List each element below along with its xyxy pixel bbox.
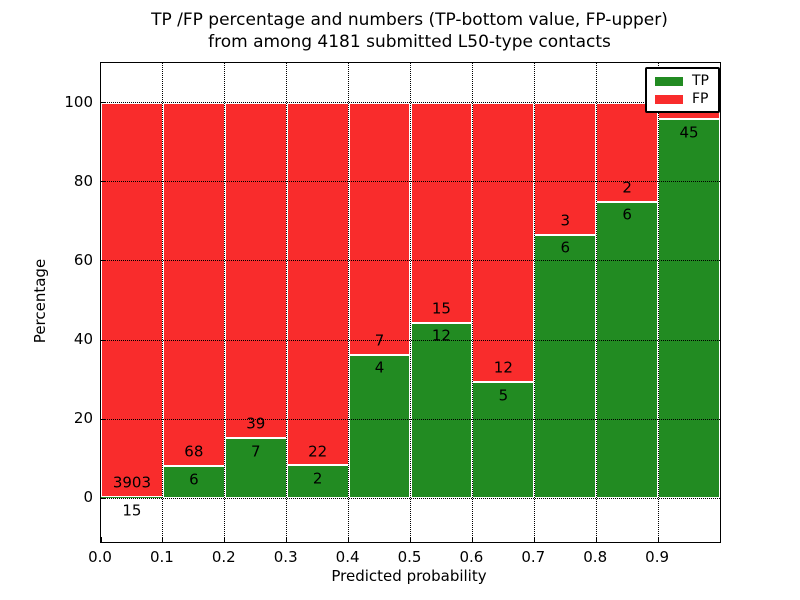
bar-count-label-tp: 2: [312, 469, 323, 488]
bar-segment-tp: [596, 201, 659, 499]
plot-area: 3903 15 68 6 39 7 22 2 7 4 15 12 12 5 3 6 2 6 45: [100, 62, 721, 543]
bar-count-label-fp: 7: [374, 331, 385, 350]
bar-count-label-tp: 4: [374, 358, 385, 377]
bar-segment-tp: [224, 438, 287, 499]
gridline-vertical: [348, 63, 350, 542]
bar-segment-tp: [101, 496, 163, 499]
x-tick-mark: [100, 537, 102, 542]
x-tick-label: 0.7: [521, 548, 546, 566]
x-tick-mark: [595, 537, 597, 542]
bar-segment-tp: [286, 465, 349, 499]
bar-segment-fp: [410, 102, 473, 323]
bar-count-label-tp: 45: [679, 123, 699, 142]
y-tick-label: 60: [73, 250, 93, 269]
bar-count-label-tp: 12: [431, 326, 451, 345]
gridline-vertical: [657, 63, 659, 542]
bar-count-label-fp: 22: [308, 442, 328, 461]
bar-segment-tp: [410, 322, 473, 499]
bar-segment-tp: [534, 234, 597, 499]
bar-count-label-fp: 15: [431, 299, 451, 318]
gridline-vertical: [471, 63, 473, 542]
x-tick-mark: [162, 537, 164, 542]
bar-count-label-tp: 7: [250, 442, 261, 461]
bar-count-label-fp: 3: [560, 211, 571, 230]
x-tick-label: 0.6: [459, 548, 484, 566]
x-tick-label: 0.3: [273, 548, 298, 566]
y-axis-label: Percentage: [31, 258, 49, 344]
y-tick-mark: [101, 339, 106, 341]
gridline-vertical: [595, 63, 597, 542]
chart-title-line2: from among 4181 submitted L50-type conta…: [208, 32, 611, 52]
legend-label-fp: FP: [692, 91, 709, 107]
y-tick-mark: [101, 260, 106, 262]
legend-swatch-tp-icon: [655, 76, 683, 86]
bar-count-label-fp: 68: [184, 442, 204, 461]
x-tick-mark: [224, 537, 226, 542]
bar-segment-fp: [224, 102, 287, 439]
bar-count-label-tp: 15: [122, 501, 142, 520]
y-tick-label: 0: [83, 488, 93, 507]
y-tick-label: 100: [64, 92, 93, 111]
x-tick-mark: [533, 537, 535, 542]
y-tick-mark: [101, 418, 106, 420]
x-tick-label: 0.1: [149, 548, 174, 566]
y-tick-mark: [101, 497, 106, 499]
y-tick-mark: [101, 102, 106, 104]
x-tick-label: 0.4: [335, 548, 360, 566]
bar-count-label-tp: 6: [189, 470, 199, 489]
gridline-vertical: [286, 63, 288, 542]
legend-entry-tp: TP: [655, 74, 709, 88]
bar-count-label-fp: 2: [622, 178, 632, 197]
gridline-vertical: [410, 63, 411, 542]
x-tick-mark: [657, 537, 659, 542]
x-tick-label: 0.5: [397, 548, 422, 566]
bar-count-label-fp: 12: [493, 358, 513, 377]
bar-segment-fp: [286, 102, 349, 466]
y-tick-mark: [101, 181, 106, 183]
chart-title-line1: TP /FP percentage and numbers (TP-bottom…: [151, 10, 668, 30]
y-tick-label: 20: [73, 409, 93, 428]
bar-count-label-fp: 39: [246, 414, 266, 433]
chart-title: TP /FP percentage and numbers (TP-bottom…: [100, 9, 719, 53]
bar-count-label-tp: 6: [560, 238, 571, 257]
legend-entry-fp: FP: [655, 92, 709, 106]
x-tick-label: 0.9: [645, 548, 670, 566]
bar-count-label-fp: 3903: [112, 473, 152, 492]
legend-label-tp: TP: [692, 73, 709, 89]
bar-segment-tp: [658, 119, 720, 499]
bar-count-label-tp: 6: [622, 205, 632, 224]
x-tick-mark: [286, 537, 288, 542]
y-tick-label: 80: [73, 171, 93, 190]
legend-swatch-fp-icon: [655, 94, 683, 104]
gridline-vertical: [533, 63, 535, 542]
x-tick-label: 0.8: [583, 548, 608, 566]
bar-count-label-tp: 5: [498, 386, 509, 405]
x-tick-mark: [348, 537, 350, 542]
x-tick-mark: [471, 537, 473, 542]
gridline-vertical: [162, 63, 164, 542]
bar-segment-fp: [162, 102, 225, 467]
gridline-vertical: [224, 63, 226, 542]
bar-segment-fp: [101, 102, 163, 497]
x-tick-mark: [410, 537, 411, 542]
legend: TP FP: [645, 67, 720, 113]
x-axis-label: Predicted probability: [331, 567, 487, 585]
bar-segment-fp: [348, 102, 411, 355]
x-tick-label: 0.0: [88, 548, 112, 566]
y-tick-label: 40: [73, 330, 93, 349]
x-tick-label: 0.2: [211, 548, 236, 566]
